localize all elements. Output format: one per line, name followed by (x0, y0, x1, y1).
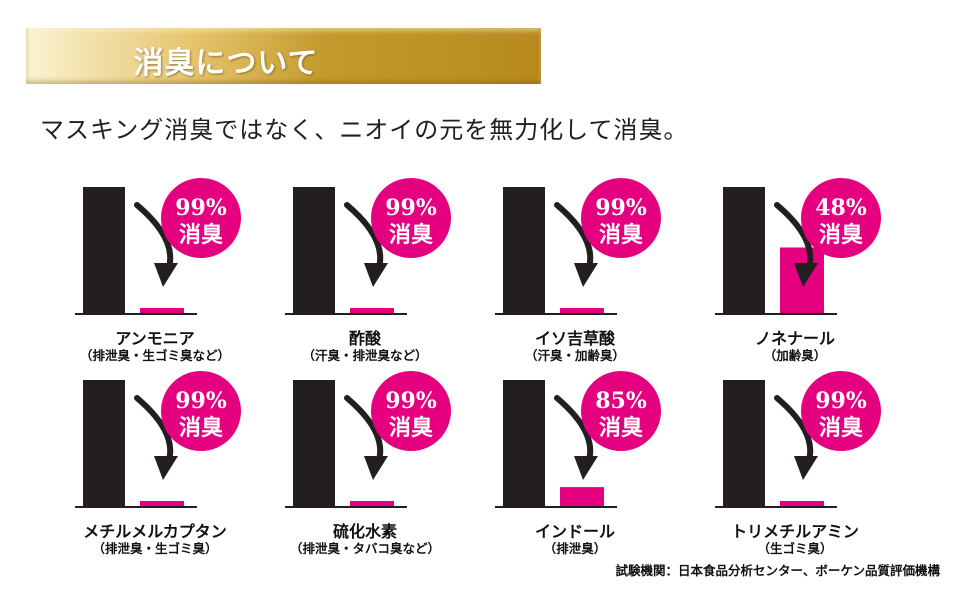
chart-panel-7: 99% 消臭 トリメチルアミン （生ゴミ臭） (705, 371, 885, 568)
bar-before (293, 380, 335, 506)
bar-before (293, 187, 335, 313)
arrow-head (574, 263, 598, 287)
arrow-head (574, 456, 598, 480)
chart-subtitle: （排泄臭・タバコ臭など） (289, 541, 440, 556)
bar-after (350, 501, 394, 506)
arrow-head (364, 263, 388, 287)
chart-title: ノネナール (754, 329, 835, 348)
chart-subtitle: （排泄臭） (543, 541, 607, 556)
badge-label: 消臭 (179, 222, 223, 248)
test-source-note: 試験機関：日本食品分析センター、ボーケン品質評価機構 (615, 563, 940, 578)
chart-panel-2: 99% 消臭 イソ吉草酸 （汗臭・加齢臭） (485, 178, 665, 375)
chart-svg: 85%消臭 (495, 371, 661, 508)
bar-after (140, 501, 184, 506)
badge-percent: 99% (595, 195, 647, 221)
bar-before (723, 380, 765, 506)
chart-panel-6: 85% 消臭 インドール （排泄臭） (485, 371, 665, 568)
reduction-badge (581, 178, 661, 258)
chart-title: メチルメルカプタン (83, 522, 227, 541)
chart-subtitle: （生ゴミ臭） (757, 541, 833, 556)
badge-percent: 48% (815, 195, 867, 221)
arrow-head (154, 263, 178, 287)
arrow-head (794, 456, 818, 480)
chart-subtitle: （排泄臭・生ゴミ臭） (92, 541, 218, 556)
chart-title: インドール (534, 522, 615, 541)
chart-panel-5: 99% 消臭 硫化水素 （排泄臭・タバコ臭など） (275, 371, 455, 568)
badge-label: 消臭 (819, 415, 863, 441)
bar-after (560, 308, 604, 313)
arrow-head (794, 263, 818, 287)
reduction-badge (161, 178, 241, 258)
arrow-head (154, 456, 178, 480)
chart-svg: 99%消臭 (285, 178, 451, 315)
bar-before (83, 187, 125, 313)
chart-title: 酢酸 (348, 329, 381, 348)
chart-panel-1: 99% 消臭 酢酸 （汗臭・排泄臭など） (275, 178, 455, 375)
chart-panel-4: 99% 消臭 メチルメルカプタン （排泄臭・生ゴミ臭） (65, 371, 245, 568)
chart-subtitle: （汗臭・加齢臭） (524, 348, 625, 363)
chart-svg: 99%消臭 (285, 371, 451, 508)
chart-svg: 99%消臭 (715, 371, 881, 508)
chart-title: トリメチルアミン (731, 522, 859, 541)
section-title: 消臭について (133, 46, 319, 81)
reduction-badge (161, 371, 241, 451)
badge-percent: 99% (815, 388, 867, 414)
badge-percent: 85% (595, 388, 647, 414)
badge-label: 消臭 (389, 415, 433, 441)
chart-svg: 99%消臭 (75, 371, 241, 508)
bar-before (503, 187, 545, 313)
badge-percent: 99% (175, 388, 227, 414)
reduction-badge (801, 178, 881, 258)
arrow-head (364, 456, 388, 480)
reduction-badge (581, 371, 661, 451)
chart-subtitle: （加齢臭） (763, 348, 827, 363)
chart-panel-3: 48% 消臭 ノネナール （加齢臭） (705, 178, 885, 375)
badge-label: 消臭 (599, 222, 643, 248)
chart-title: アンモニア (115, 329, 195, 348)
bar-after (140, 308, 184, 313)
page-subtitle: マスキング消臭ではなく、ニオイの元を無力化して消臭。 (40, 116, 689, 144)
badge-label: 消臭 (179, 415, 223, 441)
reduction-badge (371, 371, 451, 451)
reduction-badge (371, 178, 451, 258)
bar-after (350, 308, 394, 313)
section-banner: 消臭について (26, 28, 541, 84)
badge-percent: 99% (385, 195, 437, 221)
chart-title: イソ吉草酸 (534, 329, 615, 348)
bar-before (83, 380, 125, 506)
chart-panel-0: 99% 消臭 アンモニア （排泄臭・生ゴミ臭など） (65, 178, 245, 375)
chart-title: 硫化水素 (332, 522, 397, 541)
badge-percent: 99% (385, 388, 437, 414)
bar-before (723, 187, 765, 313)
chart-svg: 99%消臭 (75, 178, 241, 315)
badge-percent: 99% (175, 195, 227, 221)
badge-label: 消臭 (599, 415, 643, 441)
bar-after (780, 501, 824, 506)
chart-svg: 99%消臭 (495, 178, 661, 315)
bar-after (560, 487, 604, 506)
chart-subtitle: （汗臭・排泄臭など） (302, 348, 428, 363)
badge-label: 消臭 (389, 222, 433, 248)
chart-svg: 48%消臭 (715, 178, 881, 315)
chart-subtitle: （排泄臭・生ゴミ臭など） (79, 348, 230, 363)
bar-before (503, 380, 545, 506)
reduction-badge (801, 371, 881, 451)
badge-label: 消臭 (819, 222, 863, 248)
